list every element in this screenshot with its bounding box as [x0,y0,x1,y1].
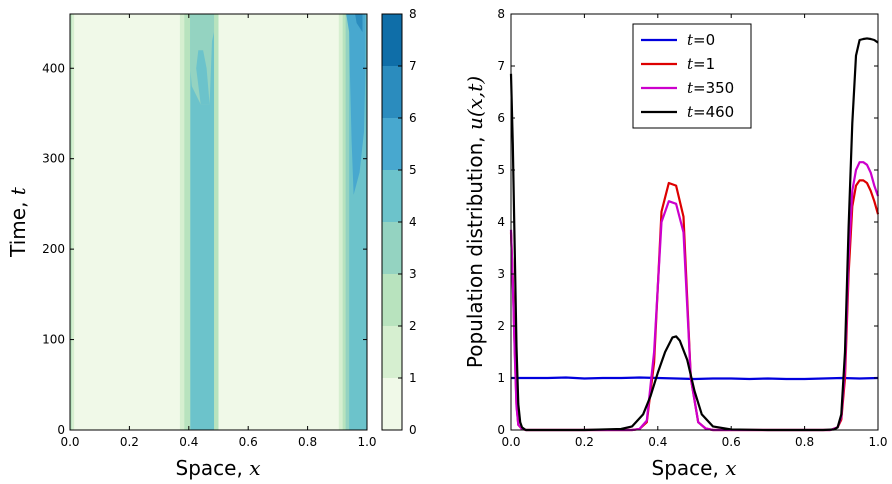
line-y-tick-label: 3 [497,267,505,281]
heatmap-x-tick-label: 0.6 [239,435,258,449]
line-x-tick-label: 1.0 [868,435,887,449]
line-y-tick-label: 7 [497,59,505,73]
heatmap-band [70,14,73,430]
legend-label: t=1 [687,55,715,73]
line-plot-panel: 0.0 0.2 0.4 0.6 0.8 1.0 0 1 2 3 4 5 6 7 8 Space, x Pop… [463,7,888,480]
heatmap-y-tick-label: 100 [42,333,65,347]
colorbar-segment [382,14,402,66]
legend-label-variable: t [687,79,694,97]
series-line [511,376,879,381]
legend-label-value: =1 [693,55,715,73]
line-x-tick-label: 0.8 [795,435,814,449]
colorbar-segment [382,66,402,118]
heatmap-x-tick-label: 0.8 [298,435,317,449]
heatmap-band [345,14,350,430]
colorbar-tick-label: 0 [409,423,417,437]
heatmap-band [342,14,347,430]
heatmap-contour-region [196,50,210,105]
heatmap-y-axis-label: Time, t [6,186,30,258]
colorbar-tick-label: 8 [409,7,417,21]
line-y-tick-label: 5 [497,163,505,177]
heatmap-plot-area [70,14,368,430]
colorbar-segment [382,170,402,222]
heatmap-band [179,14,185,430]
heatmap-band [218,14,340,430]
legend-label-variable: t [687,55,694,73]
legend-label-value: =460 [693,103,734,121]
line-x-tick-label: 0.6 [722,435,741,449]
heatmap-frame [69,13,368,431]
heatmap-contour-region [355,14,363,33]
legend-box [632,23,752,129]
line-y-tick-label: 2 [497,319,505,333]
legend-label: t=350 [687,79,734,97]
colorbar-segment [382,378,402,430]
heatmap-x-axis-label: Space, x [176,456,261,480]
heatmap-band [214,14,219,430]
colorbar-segment [382,274,402,326]
colorbar: 0 1 2 3 4 5 6 7 8 [381,7,417,437]
line-y-tick-label: 8 [497,7,505,21]
legend-label-variable: t [687,103,694,121]
heatmap-band [71,14,75,430]
heatmap-y-tick-label: 200 [42,242,65,256]
line-y-tick-label: 6 [497,111,505,125]
heatmap-y-tick-label: 300 [42,152,65,166]
heatmap-y-tick-label: 0 [57,423,65,437]
heatmap-contour-region [346,14,366,195]
colorbar-tick-label: 7 [409,59,417,73]
colorbar-tick-label: 3 [409,267,417,281]
heatmap-x-tick-label: 0.4 [179,435,198,449]
colorbar-segment [382,326,402,378]
line-x-tick-label: 0.4 [648,435,667,449]
line-x-tick-label: 0.0 [501,435,520,449]
heatmap-band [74,14,181,430]
colorbar-tick-label: 4 [409,215,417,229]
line-y-tick-label: 4 [497,215,505,229]
colorbar-tick-label: 1 [409,371,417,385]
legend-label: t=0 [687,31,715,49]
colorbar-segment [382,118,402,170]
colorbar-tick-label: 2 [409,319,417,333]
colorbar-segment [382,222,402,274]
heatmap-band [184,14,191,430]
heatmap-ticks: 0.0 0.2 0.4 0.6 0.8 1.0 0 100 200 300 400 [42,14,377,449]
colorbar-tick-label: 6 [409,111,417,125]
heatmap-band [338,14,344,430]
heatmap-x-tick-label: 0.0 [60,435,79,449]
legend-label: t=460 [687,103,734,121]
heatmap-x-tick-label: 0.2 [120,435,139,449]
heatmap-y-tick-label: 400 [42,61,65,75]
line-x-axis-label: Space, x [652,456,737,480]
line-x-tick-label: 0.2 [575,435,594,449]
legend-label-variable: t [687,31,694,49]
colorbar-tick-label: 5 [409,163,417,177]
line-y-tick-label: 1 [497,371,505,385]
line-y-tick-label: 0 [497,423,505,437]
legend-label-value: =0 [693,31,715,49]
legend-label-value: =350 [693,79,734,97]
line-plot-ticks: 0.0 0.2 0.4 0.6 0.8 1.0 0 1 2 3 4 5 6 7 8 [497,7,887,449]
series-line [509,37,879,432]
line-y-axis-label: Population distribution, u(x,t) [463,76,487,368]
heatmap-panel: 0.0 0.2 0.4 0.6 0.8 1.0 0 100 200 300 400 Space, x… [6,13,377,480]
heatmap-x-tick-label: 1.0 [357,435,376,449]
